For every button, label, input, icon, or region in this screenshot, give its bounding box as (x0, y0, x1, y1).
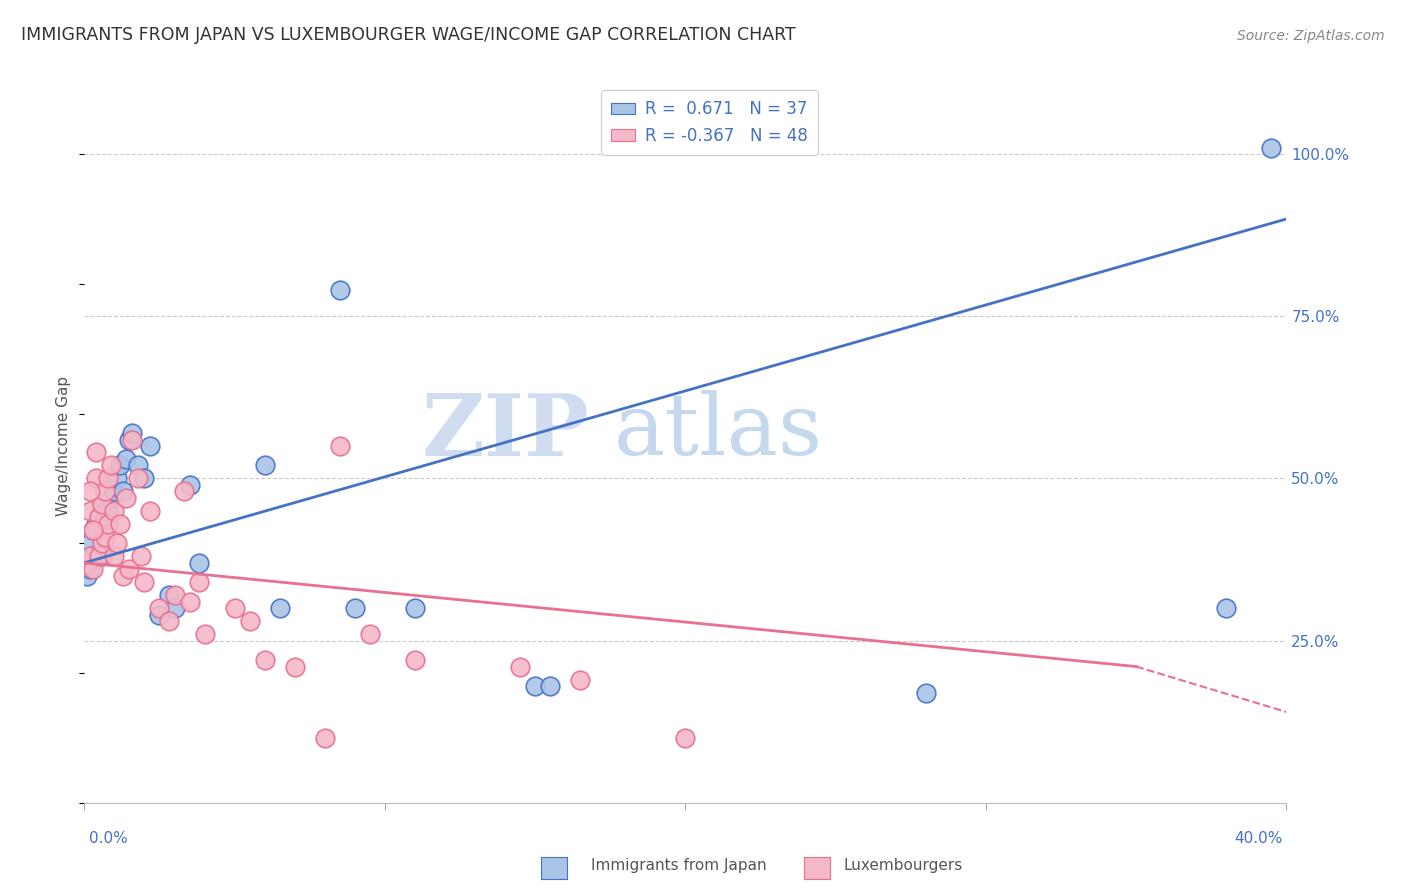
Point (118, 562, 141, 576)
Point (187, 575, 209, 590)
Point (115, 452, 138, 467)
Text: IMMIGRANTS FROM JAPAN VS LUXEMBOURGER WAGE/INCOME GAP CORRELATION CHART: IMMIGRANTS FROM JAPAN VS LUXEMBOURGER WA… (21, 26, 796, 44)
Point (269, 601, 291, 615)
Point (112, 484, 135, 499)
Point (89, 549, 111, 564)
Point (314, 731, 336, 745)
Point (157, 588, 180, 602)
Point (115, 491, 138, 505)
Point (110, 516, 132, 531)
Point (82, 524, 104, 538)
Point (79, 562, 101, 576)
Point (1260, 140, 1282, 154)
Text: atlas: atlas (613, 390, 823, 474)
Point (1215, 601, 1237, 615)
Point (121, 433, 143, 447)
Point (131, 549, 153, 564)
Point (97, 504, 120, 518)
Point (79, 504, 101, 518)
Point (103, 504, 125, 518)
Point (112, 568, 135, 582)
Point (127, 458, 149, 473)
Point (91, 497, 114, 511)
Point (675, 731, 697, 745)
Point (329, 283, 352, 297)
Text: 0.0%: 0.0% (89, 831, 128, 846)
Point (82, 549, 104, 564)
Point (94, 484, 117, 499)
Point (89, 510, 111, 524)
Point (76, 556, 98, 570)
Point (91, 536, 114, 550)
Point (100, 458, 122, 473)
Point (89, 510, 111, 524)
Point (103, 549, 125, 564)
Point (86, 445, 108, 459)
Point (94, 530, 117, 544)
Point (121, 425, 143, 440)
Point (103, 484, 125, 499)
Point (224, 601, 246, 615)
Y-axis label: Wage/Income Gap: Wage/Income Gap (56, 376, 72, 516)
Point (253, 653, 276, 667)
Point (127, 471, 149, 485)
Point (173, 484, 195, 499)
Point (509, 659, 531, 673)
Point (100, 491, 122, 505)
Point (86, 516, 108, 531)
Point (139, 504, 162, 518)
Point (239, 614, 262, 628)
Point (359, 627, 381, 641)
Point (524, 679, 547, 693)
Text: 40.0%: 40.0% (1234, 831, 1282, 846)
Point (79, 536, 101, 550)
Text: ZIP: ZIP (422, 390, 589, 474)
Point (157, 614, 180, 628)
Point (179, 478, 201, 492)
Point (329, 439, 352, 453)
Point (148, 607, 170, 622)
Point (915, 685, 938, 699)
Point (253, 458, 276, 473)
Point (86, 471, 108, 485)
Point (94, 510, 117, 524)
Point (97, 516, 120, 531)
Point (187, 556, 209, 570)
Legend: R =  0.671   N = 37, R = -0.367   N = 48: R = 0.671 N = 37, R = -0.367 N = 48 (602, 90, 817, 154)
Point (97, 471, 120, 485)
Point (179, 595, 201, 609)
Point (148, 601, 170, 615)
Point (118, 433, 141, 447)
Point (139, 439, 162, 453)
Point (404, 653, 426, 667)
Point (82, 524, 104, 538)
Point (163, 588, 186, 602)
Point (86, 524, 108, 538)
Point (82, 562, 104, 576)
Point (569, 673, 592, 687)
Point (538, 679, 561, 693)
Point (79, 549, 101, 564)
Point (79, 484, 101, 499)
Point (107, 536, 129, 550)
Point (107, 471, 129, 485)
Point (91, 497, 114, 511)
Text: Source: ZipAtlas.com: Source: ZipAtlas.com (1237, 29, 1385, 43)
Point (404, 601, 426, 615)
Point (110, 458, 132, 473)
Point (163, 601, 186, 615)
Point (91, 549, 114, 564)
Point (284, 659, 307, 673)
Point (194, 627, 217, 641)
Text: Immigrants from Japan: Immigrants from Japan (591, 858, 766, 872)
Point (76, 568, 98, 582)
Point (343, 601, 366, 615)
Text: Luxembourgers: Luxembourgers (844, 858, 963, 872)
Point (134, 471, 156, 485)
Point (134, 575, 156, 590)
